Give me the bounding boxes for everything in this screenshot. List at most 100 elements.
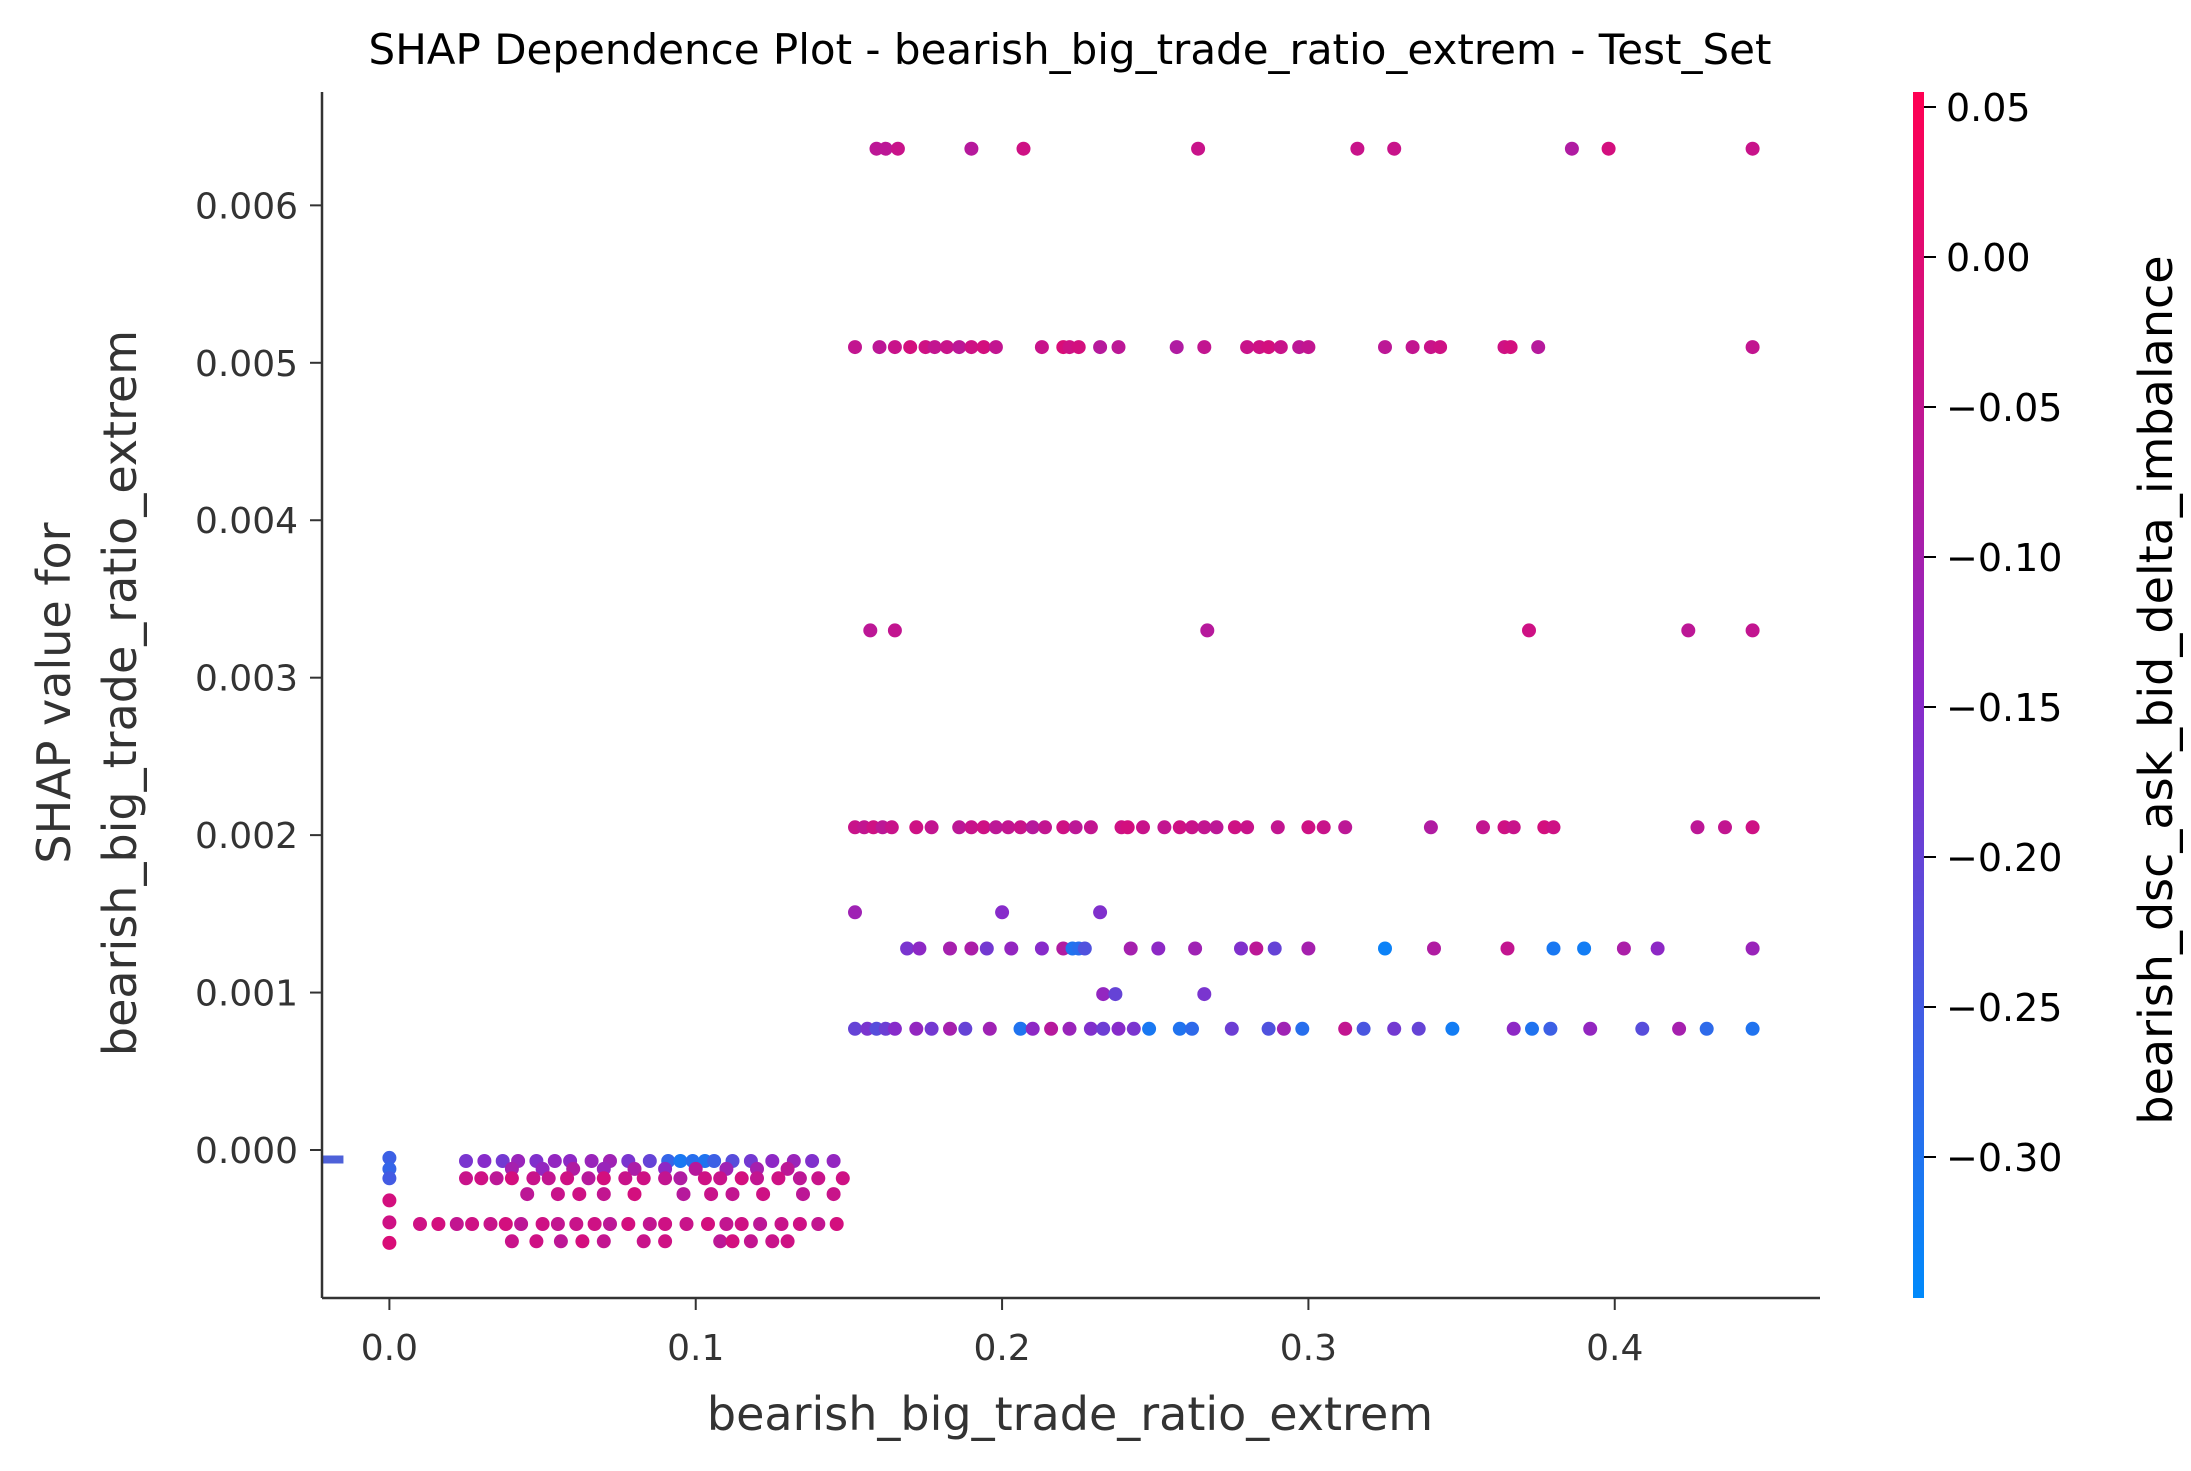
data-point: [796, 1187, 810, 1202]
data-point: [829, 1217, 844, 1231]
data-point: [618, 1171, 633, 1186]
colorbar-ticks: 0.05 0.00 −0.05 −0.10 −0.15 −0.20 −0.25 −0.30: [1924, 86, 2062, 1180]
data-point: [943, 1021, 957, 1036]
data-point: [1338, 1021, 1353, 1036]
data-point: [627, 1187, 642, 1202]
data-point: [1240, 340, 1255, 355]
data-point: [1093, 340, 1108, 355]
data-point: [1672, 1021, 1687, 1036]
data-point: [964, 820, 979, 835]
data-point: [774, 1217, 789, 1231]
data-point: [1200, 623, 1215, 638]
data-point: [1301, 820, 1316, 835]
data-point: [477, 1154, 492, 1168]
data-point: [1699, 1021, 1714, 1036]
data-point: [982, 1021, 997, 1036]
data-point: [1062, 1021, 1077, 1036]
data-point: [1423, 820, 1438, 835]
data-point: [872, 340, 887, 355]
data-point: [1745, 820, 1760, 835]
data-point: [1004, 941, 1019, 956]
data-point: [848, 340, 862, 355]
data-point: [1745, 623, 1760, 638]
data-point: [1197, 340, 1212, 355]
data-point: [912, 941, 927, 956]
data-point: [636, 1234, 651, 1249]
colorbar-tick-label: −0.20: [1946, 836, 2062, 880]
data-point: [697, 1171, 712, 1186]
data-point: [569, 1217, 584, 1231]
data-point: [1387, 1021, 1402, 1036]
data-point: [743, 1234, 758, 1249]
data-point: [1387, 141, 1402, 156]
data-point: [1169, 340, 1184, 355]
data-point: [701, 1217, 715, 1231]
data-point: [713, 1171, 728, 1186]
data-point: [596, 1234, 611, 1249]
data-point: [927, 340, 942, 355]
data-point: [688, 1161, 703, 1176]
data-point: [535, 1217, 550, 1231]
x-tick-label: 0.0: [361, 1328, 418, 1369]
data-point: [382, 1215, 397, 1230]
data-point: [431, 1217, 446, 1231]
data-point: [1525, 1021, 1539, 1036]
data-point: [621, 1217, 636, 1231]
data-point: [676, 1187, 691, 1202]
data-point: [1267, 941, 1282, 956]
x-tick-label: 0.1: [667, 1328, 724, 1369]
data-point: [1601, 141, 1616, 156]
data-point: [1261, 1021, 1276, 1036]
data-point: [1120, 820, 1135, 835]
data-point: [1500, 941, 1515, 956]
data-point: [988, 820, 1003, 835]
x-tick-label: 0.2: [973, 1328, 1030, 1369]
data-point: [1301, 340, 1316, 355]
data-point: [1522, 623, 1536, 638]
data-point: [541, 1171, 556, 1186]
data-point: [964, 941, 979, 956]
data-point: [1172, 1021, 1187, 1036]
data-point: [483, 1217, 498, 1231]
colorbar-tick-label: 0.00: [1946, 236, 2031, 280]
data-point: [1650, 941, 1665, 956]
data-point: [952, 340, 967, 355]
data-point: [1136, 820, 1150, 835]
data-point: [1093, 905, 1108, 920]
data-point: [835, 1171, 850, 1186]
data-point: [529, 1234, 544, 1249]
data-point: [1583, 1021, 1598, 1036]
y-tick-label: 0.000: [195, 1131, 298, 1172]
data-point: [909, 1021, 924, 1036]
data-point: [1123, 941, 1138, 956]
data-point: [1531, 340, 1546, 355]
data-point: [1261, 340, 1276, 355]
data-point: [750, 1171, 764, 1186]
data-point: [1197, 987, 1212, 1002]
data-point: [964, 340, 979, 355]
data-point: [878, 141, 893, 156]
data-point: [1068, 820, 1083, 835]
data-point: [382, 1235, 397, 1250]
data-point: [1411, 1021, 1426, 1036]
data-point: [976, 340, 991, 355]
data-point: [848, 1021, 862, 1036]
data-point: [514, 1217, 529, 1231]
data-point: [734, 1217, 749, 1231]
data-point: [1234, 941, 1248, 956]
y-axis-label-line2: bearish_big_trade_ratio_extrem: [93, 330, 147, 1056]
colorbar-label: bearish_dsc_ask_bid_delta_imbalance: [2129, 255, 2183, 1124]
data-point: [1044, 1021, 1059, 1036]
colorbar-tick-label: −0.10: [1946, 536, 2062, 580]
data-point: [887, 1021, 902, 1036]
data-point: [1543, 1021, 1558, 1036]
data-point: [924, 820, 939, 835]
data-point: [1577, 941, 1592, 956]
data-point: [1240, 820, 1255, 835]
data-point: [1227, 820, 1242, 835]
data-point: [603, 1217, 617, 1231]
data-point: [1083, 820, 1098, 835]
data-point: [581, 1171, 596, 1186]
data-point: [863, 623, 878, 638]
